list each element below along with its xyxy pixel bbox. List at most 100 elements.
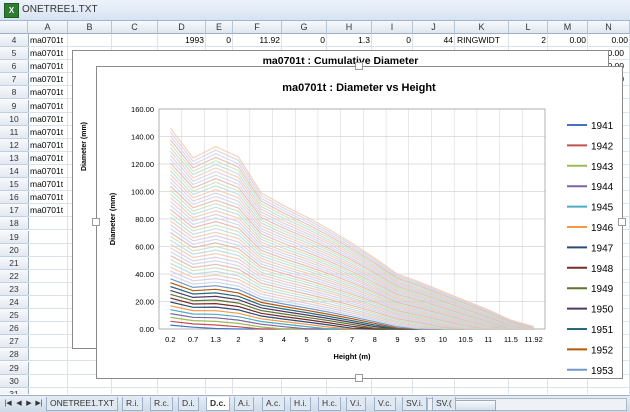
row-header-14[interactable]: 14	[0, 165, 29, 178]
column-header-e[interactable]: E	[206, 21, 233, 34]
row-header-4[interactable]: 4	[0, 34, 29, 47]
legend-label-1941: 1941	[591, 121, 614, 132]
sheet-tab-v-c[interactable]: V.c.	[374, 397, 396, 411]
row-header-21[interactable]: 21	[0, 256, 29, 270]
chart-resize-handle-left[interactable]	[92, 218, 100, 226]
cell-a13[interactable]: ma0701t	[30, 152, 64, 163]
cell-g4[interactable]: 0	[320, 35, 325, 45]
cell-a16[interactable]: ma0701t	[30, 192, 64, 203]
cell-f4[interactable]: 11.92	[259, 35, 280, 45]
cell-k4[interactable]: RINGWIDT	[457, 35, 500, 45]
row-header-11[interactable]: 11	[0, 125, 29, 139]
select-all-corner[interactable]	[0, 21, 28, 34]
row-header-16[interactable]: 16	[0, 191, 29, 205]
cell-a8[interactable]: ma0701t	[30, 87, 64, 98]
cell-a17[interactable]: ma0701t	[30, 205, 64, 216]
column-header-m[interactable]: M	[548, 21, 588, 34]
cell-l4[interactable]: 2	[541, 35, 546, 45]
series-line-later-year	[169, 174, 534, 330]
cell-n5[interactable]: 0.00	[607, 48, 624, 59]
cell-m4[interactable]: 0.00	[569, 35, 586, 45]
excel-icon[interactable]: X	[4, 3, 19, 18]
column-header-a[interactable]: A	[28, 21, 68, 34]
cell-i4[interactable]: 0	[406, 35, 411, 45]
cell-a6[interactable]: ma0701t	[30, 61, 64, 72]
row-header-23[interactable]: 23	[0, 282, 29, 296]
row-header-19[interactable]: 19	[0, 230, 29, 244]
column-header-c[interactable]: C	[112, 21, 158, 34]
row-header-18[interactable]: 18	[0, 217, 29, 231]
cell-a7[interactable]: ma0701t	[30, 74, 64, 85]
row-header-22[interactable]: 22	[0, 269, 29, 283]
row-header-29[interactable]: 29	[0, 361, 29, 375]
column-header-n[interactable]: N	[588, 21, 630, 34]
cell-a14[interactable]: ma0701t	[30, 166, 64, 176]
sheet-tab-a-c[interactable]: A.c.	[262, 397, 285, 411]
row-header-20[interactable]: 20	[0, 243, 29, 257]
sheet-tab-sv-i[interactable]: SV.i.	[402, 397, 428, 411]
cell-a11[interactable]: ma0701t	[30, 126, 64, 137]
x-tick-label: 11	[484, 335, 492, 344]
column-header-i[interactable]: I	[372, 21, 413, 34]
row-header-17[interactable]: 17	[0, 204, 29, 218]
row-header-27[interactable]: 27	[0, 335, 29, 349]
cell-a5[interactable]: ma0701t	[30, 48, 64, 59]
cell-d4[interactable]: 1993	[185, 35, 204, 45]
diameter-height-chart[interactable]: ma0701t : Diameter vs Height 0.00 20.00 40.…	[96, 66, 623, 379]
cell-h4[interactable]: 1.3	[358, 35, 370, 45]
column-header-j[interactable]: J	[413, 21, 455, 34]
cell-a10[interactable]: ma0701t	[30, 113, 64, 124]
first-sheet-button[interactable]: |◀	[4, 400, 12, 407]
cell-e4[interactable]: 0	[226, 35, 231, 45]
y-tick-label: 80.00	[135, 215, 154, 224]
column-header-h[interactable]: H	[327, 21, 372, 34]
sheet-tab-a-i[interactable]: A.i.	[234, 397, 255, 411]
column-header-b[interactable]: B	[68, 21, 112, 34]
row-header-12[interactable]: 12	[0, 138, 29, 152]
chart-resize-handle-bottom[interactable]	[355, 374, 363, 382]
row-header-28[interactable]: 28	[0, 348, 29, 362]
row-header-26[interactable]: 26	[0, 322, 29, 336]
column-header-g[interactable]: G	[282, 21, 327, 34]
horizontal-scrollbar[interactable]	[427, 398, 627, 411]
chart-resize-handle-top[interactable]	[355, 62, 363, 70]
row-header-13[interactable]: 13	[0, 151, 29, 165]
prev-sheet-button[interactable]: ◀	[16, 400, 22, 407]
row-header-7[interactable]: 7	[0, 73, 29, 87]
row-header-15[interactable]: 15	[0, 178, 29, 192]
row-header-25[interactable]: 25	[0, 309, 29, 323]
cell-j4[interactable]: 44	[443, 35, 453, 45]
column-header-d[interactable]: D	[158, 21, 206, 34]
row-header-24[interactable]: 24	[0, 296, 29, 309]
sheet-tab-r-c[interactable]: R.c.	[150, 397, 174, 411]
sheet-tab-d-i[interactable]: D.i.	[178, 397, 199, 411]
column-header-k[interactable]: K	[455, 21, 509, 34]
sheet-tab-sv[interactable]: SV.(	[432, 397, 456, 411]
chart-resize-handle-right[interactable]	[618, 218, 626, 226]
row-header-10[interactable]: 10	[0, 112, 29, 126]
row-header-5[interactable]: 5	[0, 47, 29, 61]
last-sheet-button[interactable]: ▶|	[35, 400, 43, 407]
row-header-6[interactable]: 6	[0, 60, 29, 74]
cell-a4[interactable]: ma0701t	[30, 35, 64, 45]
sheet-tab-v-i[interactable]: V.i.	[346, 397, 366, 411]
column-header-l[interactable]: L	[509, 21, 548, 34]
row-header-31[interactable]: 31	[0, 387, 29, 394]
column-header-f[interactable]: F	[233, 21, 282, 34]
row-header-8[interactable]: 8	[0, 86, 29, 100]
cell-a9[interactable]: ma0701t	[30, 100, 64, 111]
sheet-tab-h-i[interactable]: H.i.	[290, 397, 311, 411]
window-title: ONETREE1.TXT	[22, 4, 98, 15]
sheet-tab-h-c[interactable]: H.c.	[318, 397, 342, 411]
cell-n4[interactable]: 0.00	[611, 35, 628, 45]
sheet-tab-r-i[interactable]: R.i.	[122, 397, 143, 411]
x-tick-label: 7	[350, 335, 354, 344]
sheet-tab-d-c[interactable]: D.c.	[206, 397, 230, 411]
y-tick-label: 140.00	[131, 133, 154, 142]
sheet-tab-onetree1-txt[interactable]: ONETREE1.TXT	[46, 397, 119, 411]
cell-a15[interactable]: ma0701t	[30, 179, 64, 190]
next-sheet-button[interactable]: ▶	[26, 400, 32, 407]
cell-a12[interactable]: ma0701t	[30, 139, 64, 150]
row-header-30[interactable]: 30	[0, 374, 29, 388]
row-header-9[interactable]: 9	[0, 99, 29, 113]
